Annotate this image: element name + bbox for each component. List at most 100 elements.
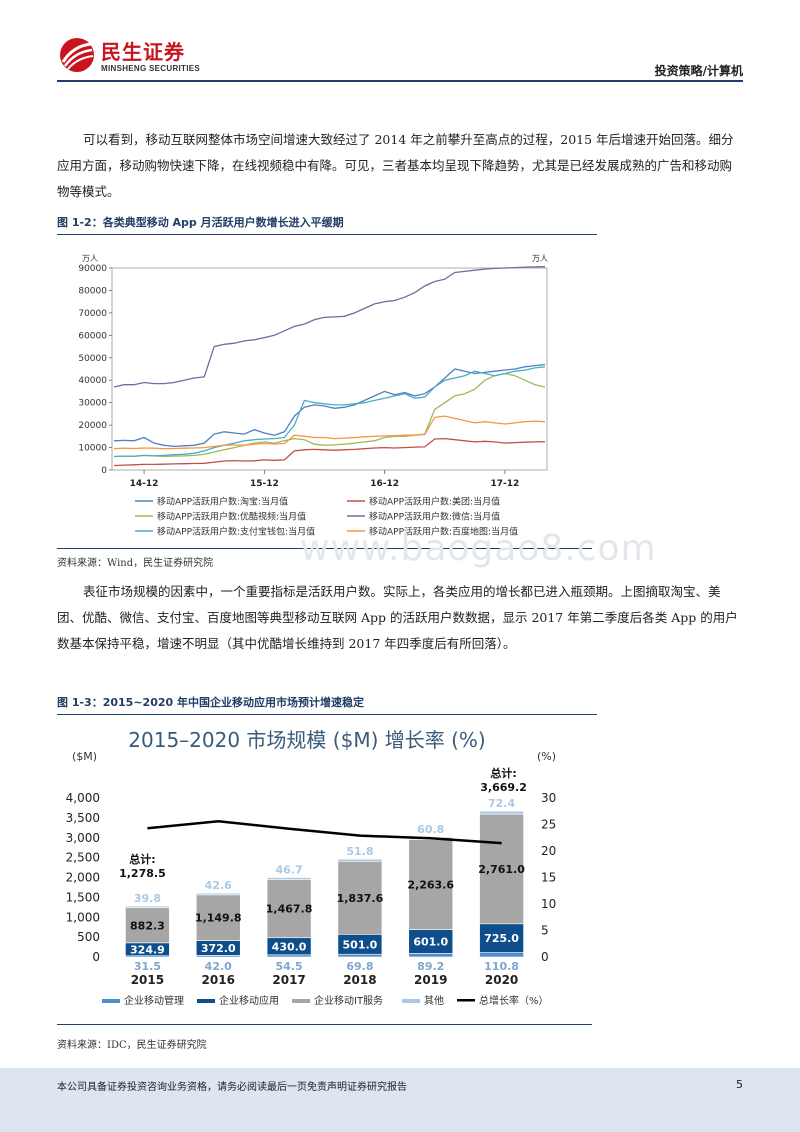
bar-label-app: 324.9 <box>130 943 165 956</box>
bar-label-other: 60.8 <box>417 823 444 836</box>
logo-mark-icon <box>60 38 94 72</box>
legend-swatch-3 <box>292 999 310 1003</box>
x-tick-label: 2019 <box>414 973 447 987</box>
legend-label-5: 总增长率（%） <box>479 994 549 1007</box>
bar-label-mgmt: 69.8 <box>346 960 373 973</box>
bar-segment-3 <box>266 879 312 939</box>
total-value: 1,278.5 <box>119 867 166 880</box>
y-tick-label: 80000 <box>78 286 107 296</box>
bar-label-mgmt: 110.8 <box>484 960 519 973</box>
legend-swatch-1 <box>102 999 120 1003</box>
y-tick-label: 30000 <box>78 399 107 409</box>
y-tick-label-right: 0 <box>541 950 549 964</box>
y-tick-label: 70000 <box>78 309 107 319</box>
bar-segment-1 <box>479 952 524 958</box>
y-tick-label-left: 4,000 <box>66 791 100 805</box>
legend-label-2: 移动APP活跃用户数:美团:当月值 <box>369 496 500 508</box>
figure-1-bottom-rule <box>57 548 592 549</box>
legend-label-1: 移动APP活跃用户数:淘宝:当月值 <box>157 496 288 508</box>
legend-swatch-4 <box>402 999 420 1003</box>
y-tick-label: 60000 <box>78 331 107 341</box>
app-users-line-chart: 0 10000 20000 30000 40000 50000 60000 70000 8000… <box>78 254 548 538</box>
footer-disclaimer: 本公司具备证券投资咨询业务资格，请务必阅读最后一页免责声明证券研究报告 <box>57 1082 407 1093</box>
y-tick-label: 10000 <box>78 444 107 454</box>
y-unit-left: 万人 <box>82 254 98 263</box>
logo-chinese-text: 民生证券 <box>101 40 185 64</box>
series-line-1 <box>113 363 546 448</box>
company-logo: 民生证券 MINSHENG SECURITIES <box>57 36 257 76</box>
bar-label-service: 1,467.8 <box>266 903 313 916</box>
series-line-3 <box>113 372 546 458</box>
y-tick-label: 20000 <box>78 421 107 431</box>
figure-2-title: 图 1-3：2015~2020 年中国企业移动应用市场预计增速稳定 <box>57 694 597 715</box>
bar-segment-1 <box>408 953 454 958</box>
legend-label-2: 企业移动应用 <box>219 994 279 1007</box>
bar-segment-4 <box>337 858 383 862</box>
bar-label-mgmt: 31.5 <box>134 960 161 973</box>
bar-label-service: 2,761.0 <box>478 863 525 876</box>
body-paragraph-2: 表征市场规模的因素中，一个重要指标是活跃用户数。实际上，各类应用的增长都已进入瓶… <box>57 584 738 651</box>
y-label-left: ($M) <box>72 750 97 763</box>
page-footer: 本公司具备证券投资咨询业务资格，请务必阅读最后一页免责声明证券研究报告 5 <box>0 1068 800 1132</box>
x-tick-label: 14-12 <box>130 479 159 489</box>
y-tick-label-right: 5 <box>541 924 549 938</box>
bar-label-app: 601.0 <box>413 936 448 949</box>
y-tick-label-left: 3,500 <box>66 811 100 825</box>
x-tick-label: 17-12 <box>491 479 520 489</box>
x-tick-label: 15-12 <box>250 479 279 489</box>
watermark: www.baogao8.com <box>300 528 657 569</box>
bar-segment-3 <box>195 894 241 941</box>
bar-label-other: 51.8 <box>346 845 373 858</box>
figure-1-title: 图 1-2：各类典型移动 App 月活跃用户数增长进入平缓期 <box>57 214 597 235</box>
series-line-2 <box>113 437 546 467</box>
y-tick-label: 50000 <box>78 354 107 364</box>
bar-label-other: 72.4 <box>488 797 515 810</box>
bar-label-mgmt: 54.5 <box>276 960 303 973</box>
y-tick-label-left: 1,000 <box>66 910 100 924</box>
bar-segment-1 <box>337 953 383 958</box>
legend-label-3: 移动APP活跃用户数:优酷视频:当月值 <box>157 511 306 523</box>
legend-label-6: 移动APP活跃用户数:百度地图:当月值 <box>369 526 518 538</box>
bar-segment-4 <box>266 877 312 880</box>
bar-label-other: 39.8 <box>134 892 161 905</box>
legend-label-1: 企业移动管理 <box>124 994 184 1007</box>
y-tick-label-left: 2,500 <box>66 851 100 865</box>
legend-label-3: 企业移动IT服务 <box>314 994 383 1007</box>
y-unit-right: 万人 <box>532 254 548 263</box>
y-tick-label-right: 30 <box>541 791 556 805</box>
legend-swatch-5 <box>457 999 475 1002</box>
header-divider <box>57 80 743 82</box>
bar-label-mgmt: 42.0 <box>205 960 232 973</box>
x-tick-label: 2020 <box>485 973 518 987</box>
y-tick-label-right: 20 <box>541 844 556 858</box>
x-tick-label: 2016 <box>202 973 235 987</box>
logo-english-text: MINSHENG SECURITIES <box>101 64 201 73</box>
figure-1-source: 资料来源：Wind，民生证券研究院 <box>57 558 214 569</box>
chart-title: 2015–2020 市场规模 ($M) 增长率 (%) <box>128 728 485 752</box>
series-line-6 <box>113 415 546 450</box>
legend-swatch-2 <box>197 999 215 1003</box>
bar-label-service: 1,837.6 <box>337 892 384 905</box>
y-tick-label-left: 1,500 <box>66 890 100 904</box>
bar-segment-2 <box>479 923 524 953</box>
legend-label-4: 其他 <box>424 994 444 1007</box>
y-tick-label-right: 25 <box>541 818 556 832</box>
market-size-bar-chart: 2015–2020 市场规模 ($M) 增长率 (%) ($M) (%) 0 500 1,… <box>66 728 557 1007</box>
bar-label-service: 2,263.6 <box>407 879 454 892</box>
x-tick-label: 2018 <box>343 973 376 987</box>
series-line-5 <box>113 366 546 458</box>
x-tick-label: 16-12 <box>370 479 399 489</box>
legend-label-5: 移动APP活跃用户数:支付宝钱包:当月值 <box>157 526 315 538</box>
series-line-4 <box>113 266 546 388</box>
figure-2-source: 资料来源：IDC，民生证券研究院 <box>57 1040 207 1051</box>
report-section: 投资策略/计算机 <box>654 64 743 78</box>
bar-segment-4 <box>195 892 241 896</box>
y-label-right: (%) <box>537 750 556 763</box>
bar-segment-3 <box>337 860 383 935</box>
bar-label-service: 1,149.8 <box>195 912 242 925</box>
bar-label-app: 372.0 <box>201 942 236 955</box>
bar-segment-3 <box>479 813 524 925</box>
y-tick-label: 40000 <box>78 376 107 386</box>
bar-label-other: 42.6 <box>205 879 232 892</box>
y-tick-label-left: 2,000 <box>66 871 100 885</box>
